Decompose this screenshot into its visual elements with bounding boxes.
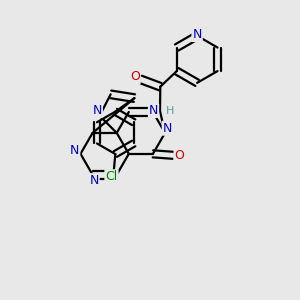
Text: N: N	[70, 144, 79, 158]
Text: N: N	[149, 104, 158, 117]
Text: Cl: Cl	[105, 170, 118, 183]
Text: N: N	[192, 28, 202, 41]
Text: O: O	[175, 149, 184, 162]
Text: H: H	[166, 106, 174, 116]
Text: N: N	[93, 104, 102, 117]
Text: O: O	[130, 70, 140, 83]
Text: N: N	[163, 122, 172, 135]
Text: N: N	[89, 174, 99, 187]
